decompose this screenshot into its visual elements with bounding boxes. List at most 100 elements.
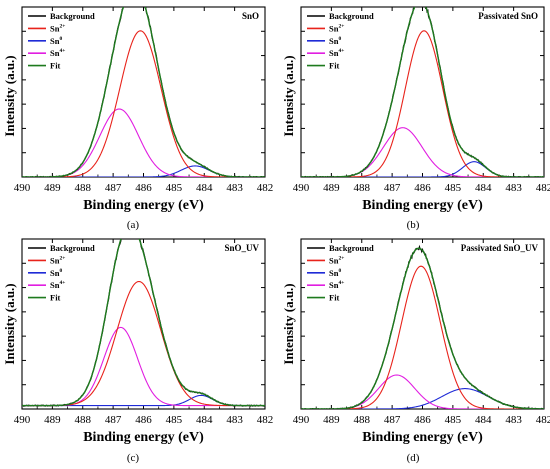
legend-sn0-label: Sn0 — [50, 36, 62, 46]
legend-sn0-label: Sn0 — [329, 36, 341, 46]
sn2-component-line — [22, 30, 265, 177]
x-tick-label: 490 — [293, 182, 310, 194]
x-tick-label: 489 — [44, 182, 61, 194]
x-tick-label: 485 — [166, 414, 183, 426]
legend-sn2-superscript: 2+ — [338, 255, 344, 261]
legend-fit-label: Fit — [329, 293, 340, 303]
legend-sn2-label: Sn2+ — [329, 255, 344, 265]
x-tick-label: 489 — [44, 414, 61, 426]
panel-caption: (c) — [127, 452, 140, 464]
legend-sn0-text: Sn — [329, 36, 339, 46]
legend-sn4-label: Sn4+ — [329, 48, 344, 58]
legend-background-label: Background — [329, 243, 374, 253]
x-tick-label: 486 — [135, 182, 152, 194]
legend-sn4-text: Sn — [329, 48, 339, 58]
panel-b: 490 489 488 487 486 485 484 483 482 Binding energ… — [281, 6, 550, 213]
legend-sn4-superscript: 4+ — [338, 280, 344, 286]
legend-sn2-label: Sn2+ — [50, 23, 65, 33]
x-axis-label: Binding energy (eV) — [83, 198, 204, 213]
x-tick-label: 482 — [536, 414, 550, 426]
legend-fit-label: Fit — [50, 293, 61, 303]
legend-sn0-text: Sn — [50, 36, 60, 46]
legend-fit-text: Fit — [50, 293, 61, 303]
x-tick-label: 485 — [445, 182, 462, 194]
x-tick-label: 487 — [384, 414, 401, 426]
y-axis-label: Intensity (a.u.) — [2, 55, 17, 136]
legend-sn2-superscript: 2+ — [59, 255, 65, 261]
x-tick-label: 488 — [354, 414, 371, 426]
x-tick-label: 488 — [75, 182, 92, 194]
x-tick-label: 487 — [105, 414, 122, 426]
sample-title: SnO — [242, 11, 259, 21]
legend-sn2-text: Sn — [50, 255, 60, 265]
legend-sn4-superscript: 4+ — [338, 48, 344, 54]
x-tick-label: 486 — [414, 182, 431, 194]
x-tick-label: 486 — [414, 414, 431, 426]
legend-sn0-superscript: 0 — [338, 268, 341, 274]
legend-fit-label: Fit — [50, 61, 61, 71]
x-tick-label: 482 — [536, 182, 550, 194]
x-tick-label: 488 — [354, 182, 371, 194]
legend-fit-label: Fit — [329, 61, 340, 71]
x-tick-label: 483 — [226, 182, 243, 194]
sn4-component-line — [301, 127, 544, 177]
sn4-component-line — [22, 108, 265, 177]
sn4-component-line — [22, 326, 265, 407]
x-tick-label: 484 — [196, 182, 213, 194]
x-tick-label: 484 — [475, 182, 492, 194]
legend-sn0-superscript: 0 — [338, 36, 341, 42]
curves — [22, 239, 265, 407]
legend-sn4-label: Sn4+ — [50, 48, 65, 58]
legend-sn4-label: Sn4+ — [50, 280, 65, 290]
x-tick-label: 488 — [75, 414, 92, 426]
legend-sn4-superscript: 4+ — [59, 48, 65, 54]
x-axis-label: Binding energy (eV) — [362, 198, 483, 213]
x-axis-label: Binding energy (eV) — [362, 430, 483, 445]
legend-sn2-superscript: 2+ — [338, 23, 344, 29]
x-tick-label: 484 — [196, 414, 213, 426]
legend-background-label: Background — [50, 11, 95, 21]
legend-sn0-superscript: 0 — [59, 36, 62, 42]
x-tick-label: 485 — [445, 414, 462, 426]
panel-d: 490 489 488 487 486 485 484 483 482 Binding energ… — [281, 238, 550, 445]
fit-line — [301, 7, 544, 177]
x-tick-label: 484 — [475, 414, 492, 426]
sample-title: Passivated SnO_UV — [461, 243, 539, 253]
fit-line — [22, 239, 265, 407]
y-axis-label: Intensity (a.u.) — [281, 55, 296, 136]
legend-sn2-text: Sn — [50, 23, 60, 33]
x-tick-label: 483 — [226, 414, 243, 426]
curves — [301, 244, 544, 409]
legend-sn4-superscript: 4+ — [59, 280, 65, 286]
x-tick-label: 482 — [257, 414, 274, 426]
sn4-component-line — [301, 374, 544, 409]
legend-sn0-superscript: 0 — [59, 268, 62, 274]
x-tick-label: 490 — [14, 414, 31, 426]
legend-sn4-text: Sn — [50, 280, 60, 290]
legend-background-text: Background — [329, 243, 374, 253]
y-axis-label: Intensity (a.u.) — [2, 283, 17, 364]
panel-caption: (b) — [407, 219, 420, 231]
legend-fit-text: Fit — [50, 61, 61, 71]
sample-title: Passivated SnO — [478, 11, 538, 21]
x-axis-label: Binding energy (eV) — [83, 430, 204, 445]
x-tick-label: 490 — [14, 182, 31, 194]
x-tick-label: 483 — [505, 414, 522, 426]
legend-sn4-label: Sn4+ — [329, 280, 344, 290]
x-tick-label: 487 — [384, 182, 401, 194]
legend-sn2-label: Sn2+ — [50, 255, 65, 265]
legend-background-label: Background — [329, 11, 374, 21]
legend-sn0-text: Sn — [329, 268, 339, 278]
legend-sn0-label: Sn0 — [50, 268, 62, 278]
fit-line — [301, 247, 544, 409]
fit-line — [22, 7, 265, 177]
curves — [22, 7, 265, 177]
legend-sn2-text: Sn — [329, 23, 339, 33]
legend-sn4-text: Sn — [50, 48, 60, 58]
x-tick-label: 489 — [323, 182, 340, 194]
legend-sn0-text: Sn — [50, 268, 60, 278]
legend-fit-text: Fit — [329, 293, 340, 303]
